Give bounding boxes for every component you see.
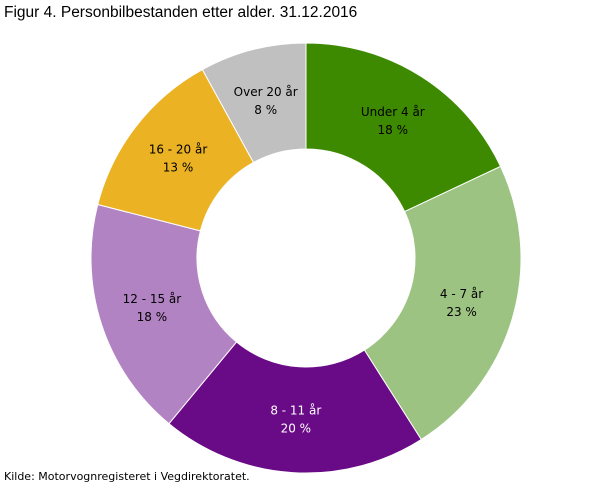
slice-label: Over 20 år bbox=[234, 85, 298, 99]
slice-value-label: 18 % bbox=[378, 123, 409, 137]
slice-label: 4 - 7 år bbox=[440, 287, 483, 301]
donut-slice bbox=[305, 42, 502, 213]
slice-label: 8 - 11 år bbox=[270, 404, 321, 418]
donut-slice bbox=[90, 203, 238, 425]
chart-title: Figur 4. Personbilbestanden etter alder.… bbox=[4, 4, 358, 21]
donut-slice bbox=[168, 341, 422, 474]
slice-value-label: 23 % bbox=[446, 305, 477, 319]
slice-value-label: 8 % bbox=[254, 103, 277, 117]
chart-source: Kilde: Motorvognregisteret i Vegdirektor… bbox=[4, 470, 250, 483]
donut-slice bbox=[201, 42, 307, 164]
slice-value-label: 18 % bbox=[137, 310, 168, 324]
donut-slice bbox=[363, 165, 522, 441]
slice-value-label: 20 % bbox=[281, 422, 312, 436]
slice-label: 16 - 20 år bbox=[149, 143, 208, 157]
slice-label: 12 - 15 år bbox=[123, 292, 182, 306]
slice-label: Under 4 år bbox=[361, 105, 425, 119]
slice-value-label: 13 % bbox=[163, 161, 194, 175]
